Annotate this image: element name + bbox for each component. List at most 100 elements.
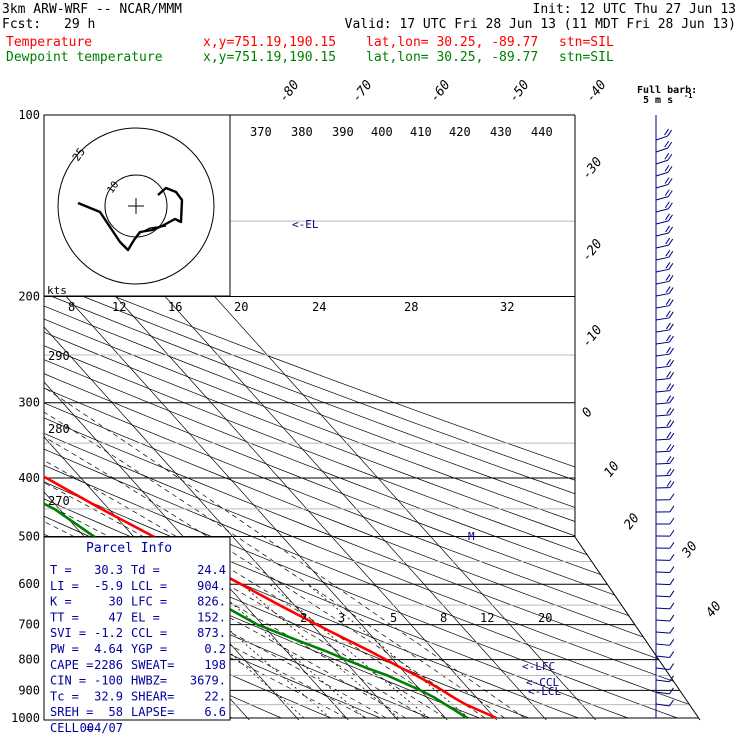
wind-barb-flag xyxy=(669,517,675,525)
mixing-ratio-line xyxy=(176,583,331,719)
wind-barb xyxy=(655,274,674,285)
wind-barb xyxy=(655,346,674,357)
pressure-label: 100 xyxy=(18,108,40,122)
legend-dewpoint-latlon: lat,lon= 30.25, -89.77 xyxy=(366,50,539,65)
wind-barb-flag xyxy=(665,310,671,318)
wind-barb xyxy=(655,237,674,249)
wind-barb-flag xyxy=(668,226,674,234)
wind-barb xyxy=(655,310,674,321)
wind-barb-flag xyxy=(668,323,674,331)
wind-barb-shaft xyxy=(655,280,670,285)
isotherm-label: 20 xyxy=(621,511,643,533)
pressure-label: 200 xyxy=(18,290,40,304)
model-title: 3km ARW-WRF -- NCAR/MMM xyxy=(2,2,183,17)
wind-barb-flag xyxy=(665,298,671,305)
parcel-label: Td = xyxy=(131,563,160,577)
wind-barb-flag xyxy=(667,166,673,173)
wind-barb-flag xyxy=(669,372,675,379)
wind-barb-shaft xyxy=(655,135,668,141)
parcel-value: -1.2 xyxy=(94,626,123,640)
theta-e-label: 28 xyxy=(404,300,418,314)
isotherm-label: -50 xyxy=(506,78,532,106)
wind-barb-shaft xyxy=(655,450,670,453)
theta-e-label: 16 xyxy=(168,300,182,314)
wind-barb-flag xyxy=(668,275,674,282)
wind-barb xyxy=(655,322,674,333)
parcel-label: SWEAT= xyxy=(131,658,174,672)
parcel-value: 198 xyxy=(204,658,226,672)
wind-barb-shaft xyxy=(655,438,670,441)
barb-legend-line1: Full barb: xyxy=(637,85,697,96)
isotherm-label: -20 xyxy=(579,237,605,265)
wind-barb-shaft xyxy=(655,171,669,177)
parcel-value: 22. xyxy=(204,689,226,703)
theta-label: 410 xyxy=(410,125,432,139)
wind-barb xyxy=(655,443,675,453)
wind-barb-flag xyxy=(669,578,675,585)
wind-barb-flag xyxy=(669,529,675,537)
wind-barb-shaft xyxy=(655,679,670,683)
hodograph-ring-outer xyxy=(57,127,215,285)
parcel-value: 873. xyxy=(197,626,226,640)
plot-right-edge xyxy=(574,115,701,721)
parcel-label: CIN = xyxy=(50,674,86,688)
wind-barb-flag xyxy=(669,541,675,549)
wind-barb xyxy=(655,419,675,429)
wind-barb xyxy=(655,687,674,695)
wind-barb-flag xyxy=(669,639,675,646)
wind-barb-flag xyxy=(669,360,675,367)
wind-barb-shaft xyxy=(655,655,670,658)
wind-barb xyxy=(655,614,675,622)
theta-label: 400 xyxy=(371,125,393,139)
theta-e-label: 20 xyxy=(234,300,248,314)
wind-barb-flag xyxy=(669,493,675,501)
wind-barb-shaft xyxy=(655,571,670,574)
pressure-label: 300 xyxy=(18,396,40,410)
wind-barb-flag xyxy=(666,383,672,390)
wind-barb-shaft xyxy=(655,462,670,465)
parcel-label: LAPSE= xyxy=(131,705,174,719)
hodograph-units: kts xyxy=(47,284,67,297)
mixing-ratio-label: 20 xyxy=(538,611,552,625)
parcel-info-box xyxy=(43,536,231,721)
parcel-value: 58 xyxy=(109,705,123,719)
parcel-label: T = xyxy=(50,563,72,577)
isotherm-label: 10 xyxy=(601,459,623,481)
wind-barb xyxy=(655,225,674,237)
wind-barb-shaft xyxy=(655,317,670,321)
wind-barb xyxy=(655,529,675,537)
wind-barb-shaft xyxy=(655,426,670,429)
wind-barb-flag xyxy=(665,286,671,293)
wind-barb-flag xyxy=(664,140,670,148)
wind-barb-flag xyxy=(666,443,672,451)
wind-barb-shaft xyxy=(655,208,669,213)
wind-barb-flag xyxy=(666,334,671,342)
wind-barb-shaft xyxy=(655,196,669,201)
wind-barb-shaft xyxy=(655,474,670,477)
wind-barb xyxy=(655,578,675,586)
wind-barb-flag xyxy=(664,189,670,196)
wind-barb-flag xyxy=(669,505,675,513)
theta-label: 420 xyxy=(449,125,471,139)
wind-barb xyxy=(655,165,673,177)
parcel-label: HWBZ= xyxy=(131,674,167,688)
wind-barb xyxy=(655,602,675,610)
isotherm-label: -30 xyxy=(579,155,605,183)
parcel-label: LI = xyxy=(50,579,79,593)
parcel-label: SVI = xyxy=(50,626,86,640)
mixing-ratio-label: 2 xyxy=(300,611,307,625)
forecast-hours: 29 h xyxy=(64,17,96,32)
parcel-label: EL = xyxy=(131,610,160,624)
parcel-value: 152. xyxy=(197,610,226,624)
theta-label: 390 xyxy=(332,125,354,139)
wind-barb-flag xyxy=(668,299,674,306)
wind-barb-flag xyxy=(666,371,672,378)
mixing-ratio-label: 3 xyxy=(338,611,345,625)
wind-barb-flag xyxy=(669,384,675,391)
wind-barb-shaft xyxy=(655,643,670,646)
isotherm-label: 0 xyxy=(579,405,596,421)
wind-barb xyxy=(655,201,673,213)
wind-barb-flag xyxy=(669,420,675,428)
wind-barb-flag xyxy=(665,237,671,245)
